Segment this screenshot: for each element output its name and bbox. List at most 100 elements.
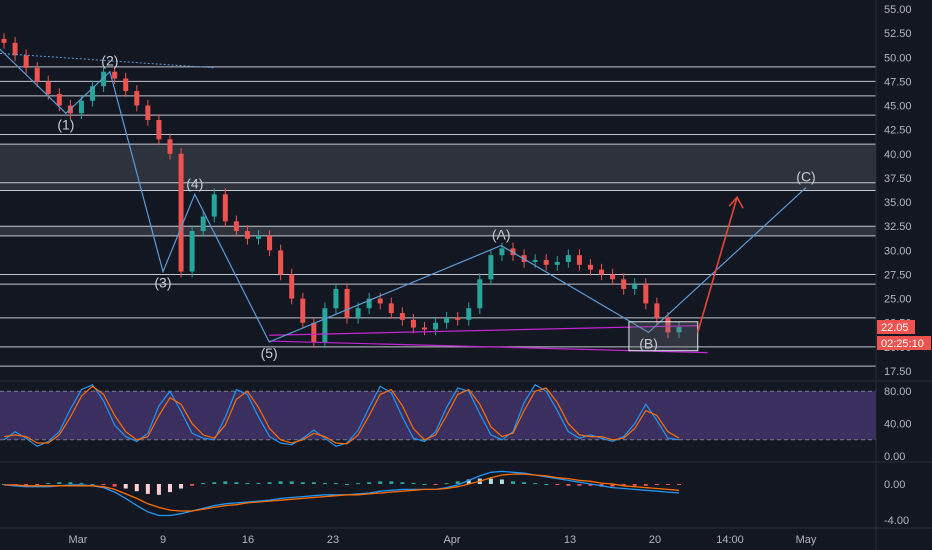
macd-bar xyxy=(156,484,161,495)
macd-bar xyxy=(289,481,294,484)
macd-bar xyxy=(588,484,593,486)
time-tick-label: Apr xyxy=(443,534,460,546)
price-tick-label: 52.50 xyxy=(884,28,912,40)
stoch-rsi-panel xyxy=(0,383,876,447)
candle-body xyxy=(90,86,96,101)
macd-bar xyxy=(245,483,250,485)
macd-bar xyxy=(234,482,239,484)
price-panel[interactable]: (1) (2) (3) (4) (5) (A) (B) (C) xyxy=(0,33,876,367)
trendline xyxy=(269,325,698,336)
macd-bar xyxy=(499,479,504,484)
stoch-tick-label: 80.00 xyxy=(884,386,912,398)
candle-body xyxy=(200,216,206,232)
candle-body xyxy=(189,231,195,272)
macd-bar xyxy=(367,482,372,484)
candle-body xyxy=(123,78,129,92)
price-tick-label: 17.50 xyxy=(884,366,912,378)
price-tick-label: 25.00 xyxy=(884,294,912,306)
macd-bar xyxy=(46,483,51,485)
stoch-tick-label: 0.00 xyxy=(884,451,905,463)
candle-body xyxy=(421,327,427,330)
countdown-label: 02:25:10 xyxy=(881,338,924,350)
wave-label: (3) xyxy=(154,275,171,291)
candle-body xyxy=(366,298,372,309)
candle-body xyxy=(466,308,472,320)
candle-body xyxy=(256,235,262,239)
macd-bar xyxy=(112,484,117,487)
macd-bar xyxy=(422,484,427,485)
projection-arrow xyxy=(696,195,744,333)
stoch-line xyxy=(3,385,680,445)
macd-bar xyxy=(455,481,460,484)
macd-bar xyxy=(577,484,582,486)
candle-body xyxy=(278,250,284,275)
macd-bar xyxy=(665,484,670,485)
macd-bar xyxy=(566,484,571,486)
candle-body xyxy=(587,264,593,270)
candle-body xyxy=(244,231,250,239)
countdown-badge xyxy=(877,336,931,350)
candle-body xyxy=(344,288,350,318)
macd-bar xyxy=(68,482,73,484)
wave-path xyxy=(0,48,807,352)
candle-body xyxy=(499,248,505,256)
candle-body xyxy=(565,255,571,262)
macd-bar xyxy=(35,484,40,485)
macd-axis[interactable]: 0.00 -4.00 xyxy=(884,479,909,527)
candle-body xyxy=(322,308,328,343)
macd-bar xyxy=(101,484,106,485)
candle-body xyxy=(1,38,7,43)
last-price-badge xyxy=(877,320,915,334)
candle-body xyxy=(477,279,483,309)
macd-bar xyxy=(167,484,172,493)
wave-label: (B) xyxy=(639,335,658,351)
candle-body xyxy=(23,55,29,68)
macd-bar xyxy=(123,484,128,489)
macd-bar xyxy=(411,483,416,485)
macd-bar xyxy=(145,484,150,494)
last-price-label: 22.05 xyxy=(881,322,909,334)
macd-bar xyxy=(433,484,438,485)
macd-bar xyxy=(201,483,206,485)
candle-body xyxy=(643,284,649,304)
wave-label: (1) xyxy=(57,116,74,132)
macd-bar xyxy=(643,484,648,486)
time-tick-label: 20 xyxy=(649,534,661,546)
macd-bar xyxy=(333,483,338,485)
time-tick-label: 14:00 xyxy=(716,534,744,546)
candle-body xyxy=(289,274,295,299)
macd-bar xyxy=(256,483,261,485)
price-axis[interactable]: 55.00 52.50 50.00 47.50 45.00 42.50 40.00 37.50… xyxy=(884,4,912,378)
macd-bar xyxy=(511,481,516,484)
time-axis[interactable]: Mar 9 16 23 Apr 13 20 14:00 May xyxy=(69,534,817,546)
macd-bar xyxy=(179,484,184,489)
price-tick-label: 27.50 xyxy=(884,269,912,281)
stoch-line xyxy=(3,383,680,447)
macd-bar xyxy=(322,483,327,485)
candle-body xyxy=(134,91,140,106)
macd-bar xyxy=(632,484,637,486)
candle-body xyxy=(632,284,638,289)
candle-body xyxy=(576,255,582,265)
macd-bar xyxy=(311,482,316,484)
macd-bar xyxy=(24,484,29,486)
price-tick-label: 37.50 xyxy=(884,173,912,185)
shaded-zone xyxy=(0,226,876,236)
candle-body xyxy=(654,303,660,318)
macd-bar xyxy=(522,482,527,484)
candle-body xyxy=(599,269,605,275)
candle-body xyxy=(145,105,151,121)
candle-body xyxy=(178,153,184,272)
projection-arrowhead xyxy=(728,195,744,209)
stoch-axis[interactable]: 80.00 40.00 0.00 xyxy=(884,386,912,463)
stoch-band xyxy=(0,391,876,440)
macd-bar xyxy=(57,482,62,484)
macd-panel xyxy=(2,470,681,517)
wave-label: (4) xyxy=(186,175,203,191)
time-tick-label: 16 xyxy=(242,534,254,546)
macd-bar xyxy=(677,484,681,485)
candle-body xyxy=(455,317,461,320)
candle-body xyxy=(311,322,317,343)
macd-bar xyxy=(79,483,84,485)
